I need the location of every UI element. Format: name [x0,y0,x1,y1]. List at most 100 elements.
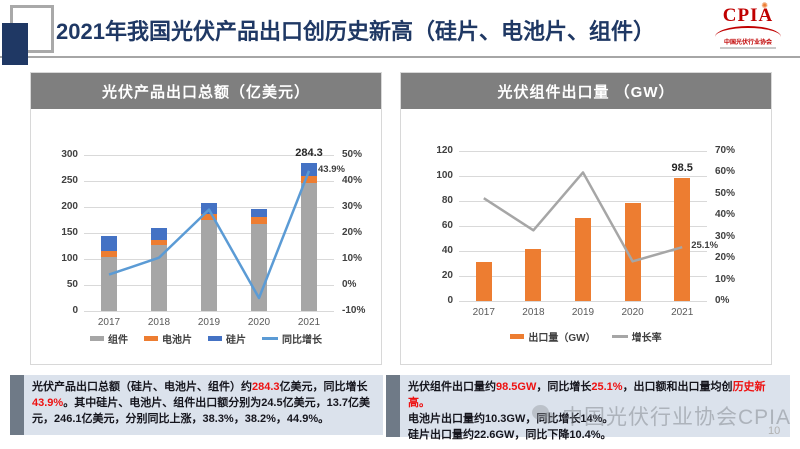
highlighted-text: 43.9% [32,396,64,409]
left-axis-tick: 300 [61,149,78,160]
bar-segment [101,251,117,258]
legend-label: 电池片 [162,335,192,346]
bar-segment [251,208,267,218]
line-value-label: 25.1% [691,240,719,252]
left-axis-tick: 100 [436,170,453,181]
page-title: 2021年我国光伏产品出口创历史新高（硅片、电池片、组件） [56,19,655,44]
panel-module-export: 光伏组件出口量 （GW） 0 20 40 60 80 100 120 0% 10% 20% 30% 4… [400,72,772,365]
bar-segment [575,217,591,301]
x-axis-label: 2020 [247,317,271,328]
note-line-cell: 电池片出口量约10.3GW，同比增长14%。 [408,412,781,428]
right-axis-tick: 0% [715,295,730,306]
gridline [459,176,707,177]
chart-legend: 组件 电池片 硅片 同比增长 [31,331,381,346]
line-value-label: 43.9% [318,163,345,175]
highlighted-text: 历史新高。 [408,381,766,409]
panel-export-value-title: 光伏产品出口总额（亿美元） [31,73,381,109]
left-axis-tick: 0 [72,305,78,316]
note-text: ，出口额和出口量均创 [622,381,733,393]
module-export-volume-chart: 0 20 40 60 80 100 120 0% 10% 20% 30% 40% 50% 60% 70% 20… [401,109,771,364]
total-export-value-chart: 0 50 100 150 200 250 300 -10% 0% 10% 20% 30% 40% 50% 2… [31,109,381,364]
note-module-export-text: 光伏组件出口量约98.5GW，同比增长25.1%，出口额和出口量均创历史新高。 … [400,375,790,441]
bar-value-label: 98.5 [671,161,693,174]
x-axis-label: 2021 [297,317,321,328]
legend-bar-swatch [208,336,222,341]
bar-segment [201,220,217,311]
left-axis-tick: 40 [441,245,453,256]
right-axis-tick: 60% [715,166,736,178]
trend-line [108,170,311,300]
note-export-value-text: 光伏产品出口总额（硅片、电池片、组件）约284.3亿美元，同比增长 43.9%。其… [24,375,383,435]
bar-segment [301,183,317,311]
x-axis-label: 2019 [571,307,595,318]
right-axis-tick: -10% [342,305,366,316]
legend-item: 出口量（GW） [510,329,596,344]
legend-label: 增长率 [631,333,662,344]
decorative-navy-square [2,23,28,65]
right-axis-tick: 50% [342,149,363,160]
left-axis-tick: 80 [441,195,453,206]
note-text: 电池片出口量约10.3GW，同比增长14%。 [408,412,614,425]
x-axis-label: 2019 [197,317,221,328]
gridline [459,201,707,202]
legend-item: 硅片 [208,331,246,346]
chart-legend: 出口量（GW） 增长率 [401,329,771,344]
panel-export-value: 光伏产品出口总额（亿美元） 0 50 100 150 200 250 300 -10% 0% 10… [30,72,382,365]
cpia-logo: CPIA ✺ 中国光伏行业协会 [710,2,786,49]
note-text: 光伏产品出口总额（硅片、电池片、组件）约 [32,381,252,393]
note-text: ，同比增长 [536,381,592,393]
gridline [459,151,707,152]
bar-segment [201,213,217,220]
bar-segment [624,202,641,301]
left-axis-tick: 120 [436,145,453,156]
gridline [84,311,334,312]
left-axis-tick: 250 [61,175,78,186]
right-axis-tick: 0% [342,279,357,290]
legend-bar-swatch [144,336,158,341]
right-axis-tick: 30% [342,201,363,212]
note-line-wafer: 硅片出口量约22.6GW，同比下降10.4%。 [408,428,781,444]
bar-segment [301,163,317,176]
legend-label: 组件 [108,335,128,346]
note-accent-bar [10,375,24,435]
right-axis-tick: 40% [342,175,363,186]
right-axis-tick: 50% [715,187,736,199]
highlighted-text: 98.5GW [496,381,537,393]
legend-item: 电池片 [144,331,192,346]
left-axis-tick: 50 [66,279,78,290]
highlighted-text: 25.1% [591,381,623,393]
sun-icon: ✺ [761,1,768,10]
legend-item: 同比增长 [262,331,322,346]
bar-segment [251,217,267,224]
legend-label: 同比增长 [282,335,322,346]
note-text: 光伏组件出口量约 [408,381,496,393]
cpia-logo-chinese-name: 中国光伏行业协会 [723,40,772,46]
note-text: 硅片出口量约22.6GW，同比下降10.4%。 [408,428,612,441]
right-axis-tick: 40% [715,209,736,221]
legend-item: 组件 [90,331,128,346]
x-axis-label: 2018 [147,317,171,328]
bar-segment [674,177,691,301]
gridline [84,181,334,182]
legend-line-swatch [262,337,278,340]
note-accent-bar [386,375,400,437]
left-axis-tick: 0 [447,295,453,306]
right-axis-tick: 20% [715,252,736,264]
header-divider-line [0,56,800,58]
legend-label: 硅片 [226,335,246,346]
left-axis-tick: 200 [61,201,78,212]
bar-segment [101,235,117,252]
bar-segment [151,227,167,240]
right-axis-tick: 30% [715,230,736,242]
left-axis-tick: 150 [61,227,78,238]
bar-segment [475,262,492,301]
right-axis-tick: 10% [342,253,363,264]
x-axis-label: 2021 [671,307,694,318]
note-box-export-value: 光伏产品出口总额（硅片、电池片、组件）约284.3亿美元，同比增长 43.9%。其… [10,375,383,435]
cpia-logo-text: CPIA [722,5,774,26]
panel-module-export-title: 光伏组件出口量 （GW） [401,73,771,109]
page-number: 10 [768,425,781,437]
trend-line [483,171,683,263]
note-box-module-export: 光伏组件出口量约98.5GW，同比增长25.1%，出口额和出口量均创历史新高。 … [386,375,790,441]
